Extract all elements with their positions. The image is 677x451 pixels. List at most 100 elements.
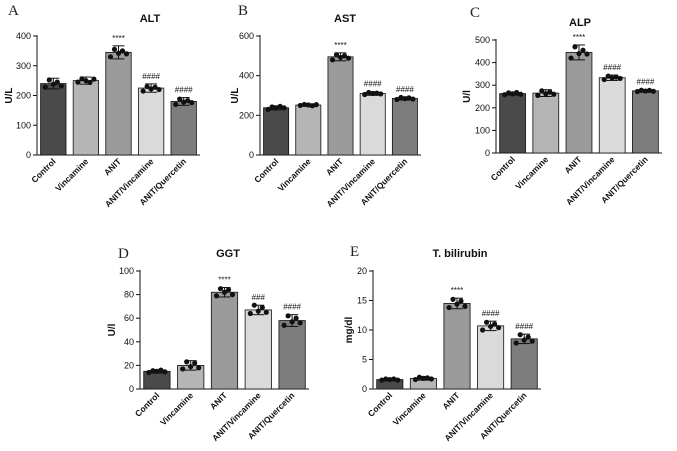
data-point	[263, 309, 269, 315]
data-point	[484, 319, 490, 325]
chart-title: GGT	[216, 248, 240, 260]
y-tick-label: 20	[124, 360, 134, 370]
data-point	[410, 96, 416, 102]
data-point	[229, 292, 236, 298]
data-point	[428, 376, 434, 382]
data-point	[173, 101, 179, 108]
data-point	[83, 78, 89, 84]
panel-letter: A	[8, 3, 19, 19]
data-point	[333, 52, 340, 58]
chart-title: ALP	[569, 17, 591, 29]
bar-control	[40, 83, 67, 156]
data-point	[119, 48, 126, 54]
y-tick-label: 0	[26, 150, 31, 160]
data-point	[289, 319, 295, 325]
data-point	[281, 105, 287, 111]
data-point	[543, 91, 549, 97]
data-point	[462, 303, 468, 309]
data-point	[634, 88, 641, 95]
data-point	[87, 79, 93, 86]
x-tick-label: Control	[29, 156, 57, 184]
data-point	[446, 304, 452, 311]
data-point	[513, 340, 519, 346]
data-point	[496, 325, 502, 331]
bar-anit	[105, 51, 132, 156]
data-point	[613, 74, 619, 80]
y-axis-label: U/L	[230, 87, 241, 103]
data-point	[454, 301, 460, 307]
y-tick-label: 5	[362, 355, 367, 365]
y-tick-label: 200	[239, 110, 254, 120]
data-point	[525, 334, 531, 340]
data-point	[305, 102, 311, 108]
y-tick-label: 0	[129, 384, 134, 394]
data-point	[269, 104, 275, 110]
panel-letter: C	[470, 5, 480, 21]
data-point	[502, 92, 508, 98]
bar-anit-vincamine	[244, 309, 272, 390]
x-tick-label: ANIT	[440, 390, 462, 412]
data-point	[529, 338, 535, 344]
y-tick-label: 300	[475, 80, 490, 90]
bar-anit-quercetin	[278, 320, 306, 390]
bar-vincamine	[72, 80, 100, 156]
bar-anit-quercetin	[391, 98, 418, 156]
y-tick-label: 400	[239, 71, 254, 81]
data-point	[217, 286, 224, 292]
data-point	[584, 51, 590, 57]
data-point	[509, 91, 516, 97]
data-point	[293, 315, 299, 321]
data-point	[387, 376, 393, 383]
data-point	[547, 89, 553, 95]
panel-letter: E	[350, 244, 359, 260]
y-tick-label: 40	[124, 337, 134, 347]
data-point	[247, 310, 253, 317]
bar-anit-vincamine	[477, 325, 505, 390]
data-point	[313, 102, 319, 108]
bar-anit-quercetin	[510, 338, 538, 390]
data-point	[50, 81, 56, 87]
data-point	[638, 87, 645, 93]
data-point	[420, 375, 426, 381]
y-axis-label: U/L	[4, 87, 15, 103]
data-point	[192, 360, 198, 366]
data-point	[251, 302, 257, 308]
data-point	[642, 88, 649, 94]
data-point	[580, 47, 586, 53]
x-tick-label: Control	[252, 156, 280, 184]
data-point	[605, 73, 611, 79]
data-point	[341, 53, 348, 59]
data-point	[180, 366, 186, 372]
data-point	[458, 298, 464, 304]
data-point	[646, 87, 653, 93]
data-point	[506, 90, 512, 96]
bar-anit-quercetin	[170, 101, 197, 156]
data-point	[650, 88, 657, 94]
y-axis-label: U/l	[462, 90, 473, 103]
y-tick-label: 200	[16, 91, 31, 101]
data-point	[402, 96, 408, 102]
bar-anit	[327, 56, 354, 156]
y-axis-label: U/l	[107, 323, 118, 336]
significance-label: ****	[573, 33, 585, 42]
significance-label: ####	[142, 72, 160, 81]
chart-title: ALT	[140, 13, 161, 25]
data-point	[91, 76, 97, 82]
data-point	[54, 79, 60, 85]
data-point	[518, 91, 524, 97]
bar-control	[499, 93, 526, 154]
data-point	[221, 289, 228, 295]
data-point	[416, 374, 422, 380]
data-point	[162, 369, 168, 375]
data-point	[46, 77, 52, 83]
y-tick-label: 15	[357, 296, 367, 306]
data-point	[551, 91, 557, 97]
data-point	[107, 54, 114, 60]
data-point	[152, 84, 158, 90]
y-tick-label: 10	[357, 325, 367, 335]
y-tick-label: 0	[249, 150, 254, 160]
data-point	[196, 365, 202, 371]
panel-letter: D	[118, 246, 129, 262]
significance-label: ####	[515, 322, 533, 331]
y-tick-label: 100	[16, 120, 31, 130]
